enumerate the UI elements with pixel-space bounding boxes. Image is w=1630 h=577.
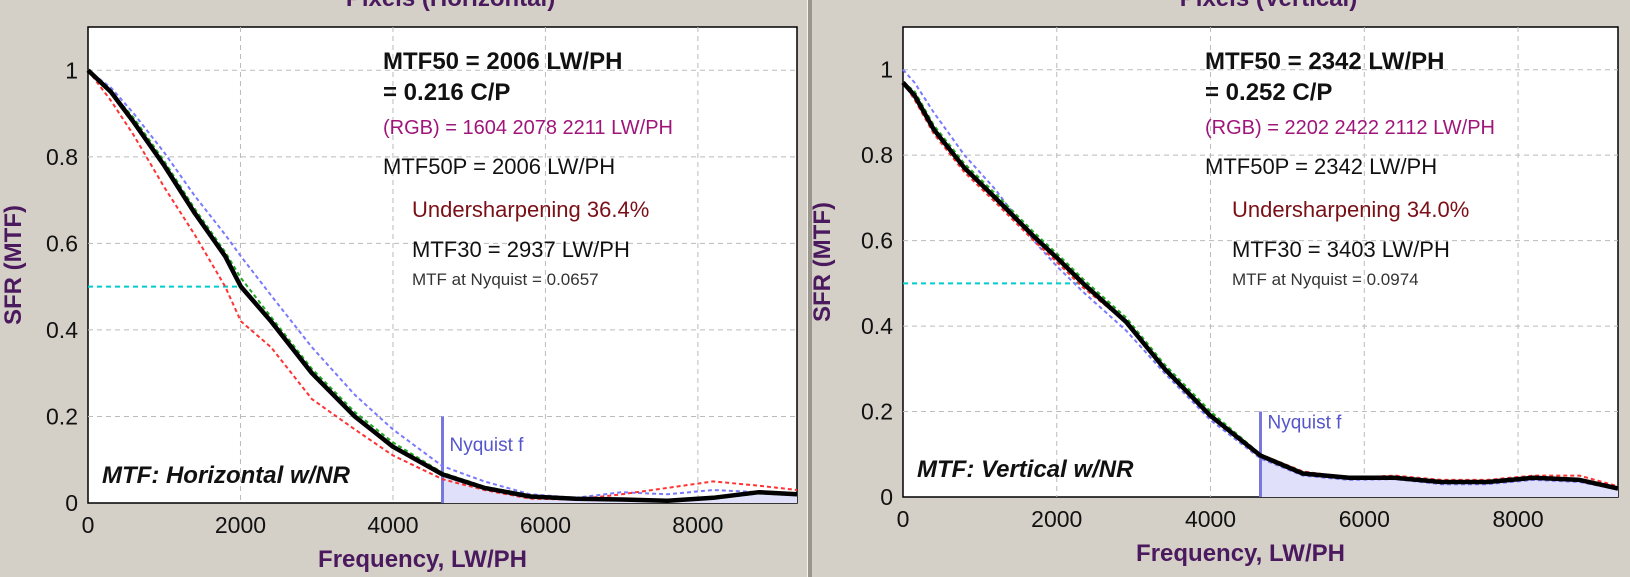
x-tick-label: 6000	[520, 512, 571, 538]
mtf50p-value: MTF50P = 2342 LW/PH	[1205, 154, 1437, 179]
x-tick-label: 0	[82, 512, 95, 538]
cycles-per-pixel-value: = 0.252 C/P	[1205, 79, 1332, 106]
mtf-at-nyquist-value: MTF at Nyquist = 0.0974	[1232, 270, 1419, 289]
x-tick-label: 8000	[1492, 506, 1543, 532]
y-tick-label: 0.6	[861, 228, 893, 254]
y-tick-label: 0.2	[861, 399, 893, 425]
mtf50-value: MTF50 = 2006 LW/PH	[383, 48, 622, 75]
y-tick-label: 0.8	[46, 144, 78, 170]
rgb-mtf50-values: (RGB) = 1604 2078 2211 LW/PH	[383, 117, 673, 139]
series-b-line	[87, 69, 798, 499]
y-tick-label: 1	[880, 57, 893, 83]
rgb-mtf50-values: (RGB) = 2202 2422 2112 LW/PH	[1205, 117, 1495, 139]
y-tick-label: 0.4	[861, 313, 893, 339]
x-tick-label: 2000	[215, 512, 266, 538]
right-panel: Pixels (Vertical) Nyquist f 0 2000 4000 6000 8…	[809, 0, 1630, 577]
y-tick-label: 0.2	[46, 403, 78, 429]
x-tick-label: 2000	[1031, 506, 1082, 532]
mtf30-value: MTF30 = 3403 LW/PH	[1232, 237, 1450, 262]
series-r-line	[87, 69, 798, 501]
undersharpening-value: Undersharpening 36.4%	[412, 197, 649, 222]
series-g-line	[87, 69, 798, 503]
y-tick-label: 0.4	[46, 317, 78, 343]
mtf50-value: MTF50 = 2342 LW/PH	[1205, 48, 1444, 75]
plot-label: MTF: Vertical w/NR	[917, 456, 1134, 483]
series-b-line	[902, 69, 1619, 491]
left-panel: Pixels (Horizontal) Nyquist f 0 2000 4000 600…	[0, 0, 807, 577]
nyquist-label: Nyquist f	[450, 435, 525, 456]
nyquist-shaded-area	[442, 474, 797, 503]
x-tick-label: 8000	[672, 512, 723, 538]
y-tick-label: 0	[65, 490, 78, 516]
mtf-at-nyquist-value: MTF at Nyquist = 0.0657	[412, 270, 599, 289]
y-tick-label: 0	[880, 484, 893, 510]
mtf50p-value: MTF50P = 2006 LW/PH	[383, 154, 615, 179]
y-tick-label: 1	[65, 57, 78, 83]
y-axis-label: SFR (MTF)	[809, 202, 836, 322]
undersharpening-value: Undersharpening 34.0%	[1232, 197, 1469, 222]
nyquist-label: Nyquist f	[1268, 413, 1343, 434]
x-tick-label: 4000	[367, 512, 418, 538]
cycles-per-pixel-value: = 0.216 C/P	[383, 79, 510, 106]
chart-title: Pixels (Horizontal)	[346, 0, 555, 12]
series-combined-line	[901, 81, 1619, 491]
x-axis-label: Frequency, LW/PH	[318, 546, 527, 573]
x-tick-label: 0	[897, 506, 910, 532]
series-combined-line	[86, 68, 798, 504]
plot-label: MTF: Horizontal w/NR	[102, 462, 351, 489]
vertical-mtf-chart: Pixels (Vertical) Nyquist f 0 2000 4000 6000 8…	[809, 0, 1619, 567]
x-tick-label: 4000	[1185, 506, 1236, 532]
nyquist-shaded-area	[1260, 455, 1618, 497]
horizontal-mtf-chart: Pixels (Horizontal) Nyquist f 0 2000 4000 600…	[0, 0, 798, 573]
chart-title: Pixels (Vertical)	[1180, 0, 1357, 12]
x-axis-label: Frequency, LW/PH	[1136, 540, 1345, 567]
panel-divider[interactable]	[807, 0, 812, 577]
x-tick-label: 6000	[1339, 506, 1390, 532]
y-tick-label: 0.6	[46, 230, 78, 256]
y-axis-label: SFR (MTF)	[0, 205, 27, 325]
y-tick-label: 0.8	[861, 142, 893, 168]
mtf30-value: MTF30 = 2937 LW/PH	[412, 237, 630, 262]
